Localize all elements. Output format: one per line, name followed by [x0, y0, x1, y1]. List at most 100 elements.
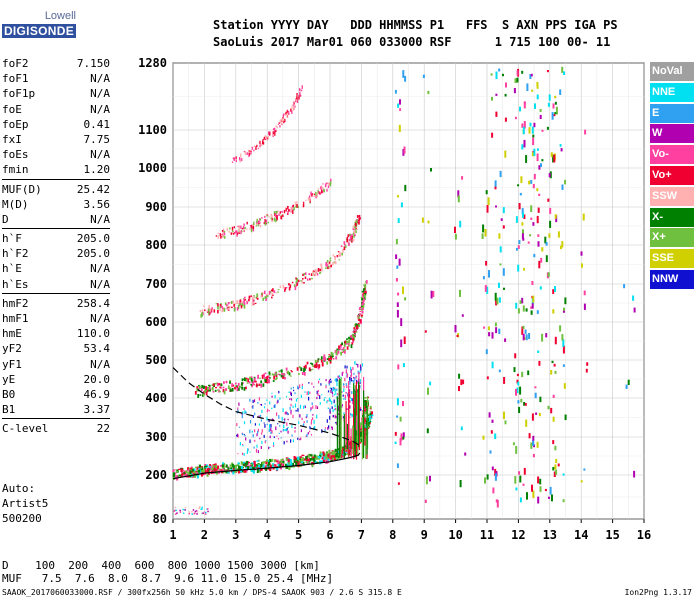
low-echo-mark	[179, 509, 181, 512]
noise-mark	[531, 413, 534, 421]
echo-mark	[241, 227, 244, 230]
echo-mark	[243, 421, 246, 425]
echo-mark	[251, 466, 254, 468]
echo-mark	[254, 429, 256, 433]
noise-mark	[580, 251, 583, 256]
noise-mark	[547, 405, 550, 410]
noise-mark	[525, 334, 528, 341]
noise-mark	[533, 253, 536, 258]
echo-mark	[224, 302, 227, 306]
noise-mark	[531, 303, 534, 309]
param-value: 7.150	[76, 57, 110, 70]
noise-mark	[403, 146, 406, 154]
echo-mark	[240, 153, 242, 158]
noise-mark	[521, 371, 524, 378]
low-echo-mark	[176, 512, 178, 514]
noise-mark	[554, 464, 557, 470]
noise-mark	[533, 122, 536, 128]
echo-mark	[232, 471, 235, 475]
echo-mark	[225, 464, 228, 468]
echo-mark	[288, 287, 291, 291]
echo-mark	[252, 299, 255, 303]
echo-mark	[236, 230, 238, 234]
echo-mark	[218, 389, 220, 393]
param-label: yE	[2, 372, 16, 386]
noise-mark	[482, 224, 485, 233]
noise-mark	[563, 71, 565, 75]
noise-mark	[486, 376, 489, 380]
echo-mark	[265, 440, 267, 442]
noise-mark	[504, 93, 507, 97]
echo-mark	[326, 267, 328, 269]
x-tick-label: 12	[511, 528, 525, 542]
echo-mark	[248, 295, 251, 299]
echo-mark	[319, 268, 322, 272]
echo-mark	[238, 426, 241, 428]
echo-mark	[253, 460, 256, 465]
echo-mark	[280, 430, 282, 433]
echo-mark	[286, 459, 289, 461]
echo-mark	[342, 394, 344, 397]
param-row: h`F2 205.0	[2, 246, 110, 261]
echo-mark	[241, 378, 244, 382]
echo-mark	[307, 197, 310, 201]
echo-mark	[244, 151, 247, 156]
echo-mark	[341, 348, 343, 351]
echo-mark	[298, 373, 300, 375]
echo-mark	[296, 204, 298, 208]
echo-mark	[256, 293, 258, 297]
noise-mark	[536, 215, 539, 224]
echo-mark	[301, 454, 304, 457]
x-tick-label: 15	[605, 528, 619, 542]
noise-mark	[552, 103, 555, 109]
echo-mark	[339, 252, 342, 255]
echo-mark	[296, 367, 299, 371]
echo-mark	[354, 228, 357, 231]
echo-mark	[331, 352, 334, 356]
noise-mark	[563, 307, 565, 313]
echo-mark	[266, 382, 269, 384]
noise-mark	[517, 245, 520, 249]
echo-mark	[282, 408, 284, 412]
echo-mark	[221, 464, 224, 468]
noise-mark	[395, 238, 398, 245]
echo-mark	[330, 380, 332, 383]
noise-mark	[396, 463, 399, 468]
echo-mark	[173, 469, 176, 471]
echo-mark	[345, 451, 348, 454]
echo-mark	[203, 305, 205, 307]
echo-mark	[300, 367, 303, 369]
echo-mark	[294, 427, 296, 429]
echo-mark	[288, 372, 291, 376]
echo-mark	[369, 410, 372, 412]
echo-mark	[286, 427, 288, 431]
echo-mark	[325, 379, 327, 382]
noise-mark	[459, 289, 461, 297]
echo-mark	[182, 470, 185, 472]
auto-code: 500200	[2, 512, 42, 525]
echo-mark	[312, 365, 314, 367]
noise-mark	[527, 241, 530, 244]
echo-mark	[359, 408, 361, 412]
echo-mark	[264, 290, 266, 295]
noise-mark	[459, 480, 462, 488]
noise-mark	[395, 254, 398, 259]
echo-mark	[317, 389, 319, 393]
param-label: foE	[2, 102, 22, 116]
echo-mark	[244, 296, 246, 299]
echo-mark	[360, 431, 362, 435]
echo-mark	[242, 444, 244, 447]
echo-mark	[312, 456, 315, 459]
echo-mark	[352, 380, 354, 383]
echo-mark	[341, 446, 344, 448]
noise-mark	[402, 70, 405, 78]
x-tick-label: 9	[421, 528, 428, 542]
noise-mark	[541, 159, 544, 162]
echo-mark	[277, 399, 279, 403]
echo-mark	[363, 427, 366, 431]
echo-mark	[354, 234, 356, 237]
param-row: foEp 0.41	[2, 117, 110, 132]
echo-mark	[342, 451, 345, 455]
noise-mark	[454, 226, 456, 233]
echo-mark	[344, 244, 347, 248]
